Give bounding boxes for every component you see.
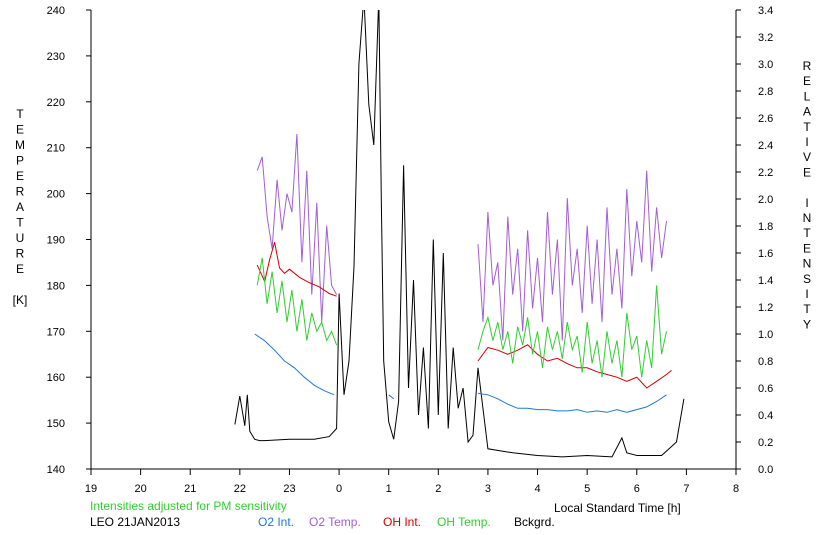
right-tick-label: 2.0: [758, 194, 773, 206]
left-tick-label: 240: [47, 5, 65, 17]
right-tick-label: 3.4: [758, 5, 773, 17]
right-tick-label: 2.2: [758, 167, 773, 179]
series-line-o2-int: [388, 394, 395, 400]
x-tick-label: 8: [733, 483, 739, 495]
right-axis-label-letter: N: [803, 211, 812, 225]
legend-item: Bckgrd.: [514, 515, 555, 529]
series-line-oh-temp: [256, 257, 338, 346]
series-line-o2-int: [477, 392, 667, 413]
right-axis-label-letter: V: [803, 150, 811, 164]
label-layer: Local Standard Time [h] Intensities adju…: [13, 59, 812, 529]
legend-item: OH Int.: [383, 515, 421, 529]
x-tick-label: 7: [683, 483, 689, 495]
legend-item: O2 Int.: [258, 515, 294, 529]
right-axis-label-letter: T: [803, 120, 811, 134]
right-axis-label-letter: A: [803, 105, 811, 119]
x-tick-label: 19: [85, 483, 97, 495]
right-tick-label: 0.4: [758, 410, 773, 422]
left-axis-label-letter: P: [16, 154, 24, 168]
right-axis-label-letter: R: [803, 59, 812, 73]
right-axis-label-letter: S: [803, 272, 811, 286]
right-tick-label: 0.8: [758, 356, 773, 368]
x-tick-label: 2: [435, 483, 441, 495]
right-tick-label: 1.0: [758, 329, 773, 341]
right-axis-label-letter: E: [803, 241, 811, 255]
x-tick-label: 20: [134, 483, 146, 495]
left-axis-label-letter: E: [16, 123, 24, 137]
x-tick-label: 22: [234, 483, 246, 495]
right-axis-label-letter: E: [803, 74, 811, 88]
x-tick-label: 1: [386, 483, 392, 495]
legend-item: O2 Temp.: [309, 515, 361, 529]
left-axis-label-letter: U: [16, 231, 25, 245]
x-tick-label: 5: [584, 483, 590, 495]
left-tick-label: 200: [47, 189, 65, 201]
right-tick-label: 1.6: [758, 248, 773, 260]
right-tick-label: 2.4: [758, 140, 773, 152]
right-tick-label: 2.8: [758, 86, 773, 98]
right-axis-label-letter: E: [803, 165, 811, 179]
x-tick-label: 4: [534, 483, 540, 495]
left-axis-label-letter: R: [16, 247, 25, 261]
right-axis-label-letter: T: [803, 226, 811, 240]
left-tick-label: 150: [47, 418, 65, 430]
right-axis-label-letter: I: [805, 287, 808, 301]
right-axis-label-letter: L: [804, 89, 811, 103]
series-line-oh-int: [477, 344, 672, 389]
right-tick-label: 3.2: [758, 32, 773, 44]
x-tick-label: 3: [485, 483, 491, 495]
legend-item: OH Temp.: [437, 515, 491, 529]
right-axis-label-letter: N: [803, 257, 812, 271]
site-date-text: LEO 21JAN2013: [90, 515, 180, 529]
left-axis-label-letter: T: [16, 216, 24, 230]
left-tick-label: 210: [47, 143, 65, 155]
left-tick-label: 180: [47, 280, 65, 292]
series-line-oh-int: [256, 242, 337, 297]
series-line-oh-temp: [477, 285, 667, 378]
right-tick-label: 2.6: [758, 113, 773, 125]
left-axis-label-letter: [K]: [13, 293, 28, 307]
right-tick-label: 1.4: [758, 275, 773, 287]
left-tick-label: 230: [47, 51, 65, 63]
left-tick-label: 140: [47, 464, 65, 476]
x-tick-label: 6: [634, 483, 640, 495]
right-axis-label-letter: T: [803, 302, 811, 316]
x-tick-label: 23: [283, 483, 295, 495]
left-tick-label: 190: [47, 235, 65, 247]
left-tick-label: 160: [47, 372, 65, 384]
right-axis-label-letter: I: [805, 196, 808, 210]
series-line-o2-temp: [477, 170, 667, 341]
left-tick-label: 220: [47, 97, 65, 109]
axes-layer: 1401501601701801902002102202302400.00.20…: [47, 5, 774, 495]
series-layer: [234, 10, 685, 458]
legend: O2 Int. O2 Temp. OH Int. OH Temp. Bckgrd.: [258, 515, 555, 529]
x-tick-label: 0: [336, 483, 342, 495]
left-axis-label-letter: E: [16, 262, 24, 276]
right-axis-label-letter: I: [805, 135, 808, 149]
right-tick-label: 1.2: [758, 302, 773, 314]
right-axis-label-letter: Y: [803, 317, 811, 331]
left-axis-label-letter: A: [16, 200, 24, 214]
left-axis-label-letter: M: [15, 138, 25, 152]
right-tick-label: 3.0: [758, 59, 773, 71]
right-tick-label: 0.2: [758, 437, 773, 449]
left-tick-label: 170: [47, 326, 65, 338]
right-tick-label: 0.0: [758, 464, 773, 476]
left-axis-label-letter: T: [16, 107, 24, 121]
left-axis-label-letter: E: [16, 169, 24, 183]
series-line-o2-int: [254, 333, 335, 396]
note-text: Intensities adjusted for PM sensitivity: [90, 499, 287, 513]
left-axis-label-letter: R: [16, 185, 25, 199]
right-tick-label: 1.8: [758, 221, 773, 233]
x-tick-label: 21: [184, 483, 196, 495]
x-axis-label: Local Standard Time [h]: [554, 501, 681, 515]
series-line-bckgrd: [234, 10, 685, 458]
right-tick-label: 0.6: [758, 383, 773, 395]
